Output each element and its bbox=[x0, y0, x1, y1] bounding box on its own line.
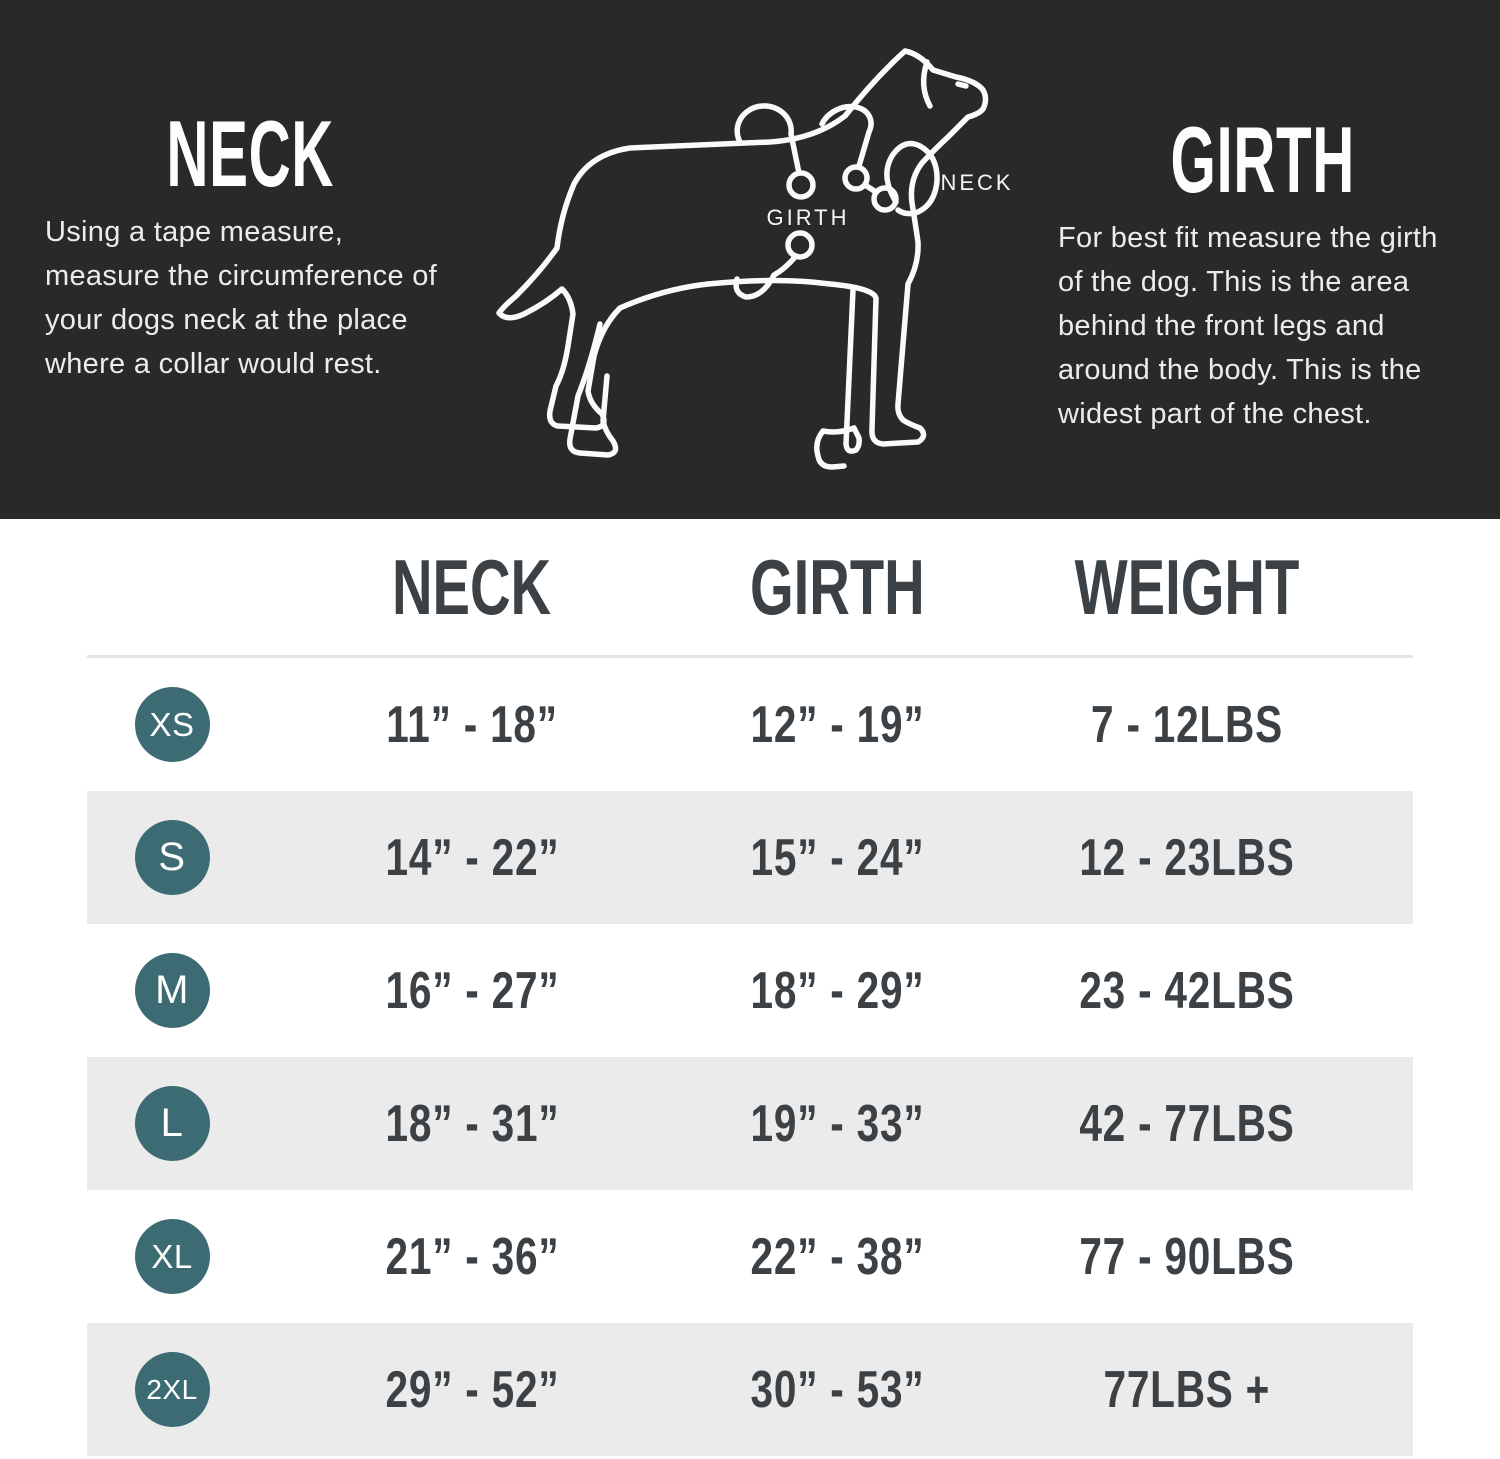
neck-section-description: Using a tape measure, measure the circum… bbox=[45, 216, 438, 380]
table-row: L 18” - 31” 19” - 33” 42 - 77LBS bbox=[87, 1057, 1413, 1190]
size-badge-cell: XS bbox=[87, 687, 257, 762]
diagram-neck-label: NECK bbox=[940, 170, 1013, 195]
girth-belly-loop bbox=[733, 253, 799, 300]
weight-cell: 23 - 42LBS bbox=[1079, 961, 1295, 1020]
size-badge-label: L bbox=[160, 1101, 184, 1145]
neck-section: NECK Using a tape measure, measure the c… bbox=[45, 101, 455, 386]
table-row: S 14” - 22” 15” - 24” 12 - 23LBS bbox=[87, 791, 1413, 924]
size-badge-cell: S bbox=[87, 820, 257, 895]
girth-column-header: GIRTH bbox=[749, 542, 925, 631]
size-badge: XL bbox=[134, 1219, 210, 1294]
header-divider bbox=[87, 655, 1413, 658]
diagram-girth-label: GIRTH bbox=[766, 205, 849, 230]
dog-far-rear-leg bbox=[566, 321, 619, 458]
weight-cell: 42 - 77LBS bbox=[1079, 1094, 1295, 1153]
neck-cell: 29” - 52” bbox=[385, 1360, 559, 1419]
neck-cell: 18” - 31” bbox=[385, 1094, 559, 1153]
dog-eye bbox=[955, 81, 969, 89]
size-badge-label: XL bbox=[151, 1237, 193, 1275]
size-badge-cell: 2XL bbox=[87, 1352, 257, 1427]
neck-ring-1 bbox=[842, 164, 870, 192]
table-row: M 16” - 27” 18” - 29” 23 - 42LBS bbox=[87, 924, 1413, 1057]
neck-section-title: NECK bbox=[166, 101, 334, 206]
size-table-body: XS 11” - 18” 12” - 19” 7 - 12LBS S 14” -… bbox=[87, 658, 1413, 1456]
girth-section-title: GIRTH bbox=[1170, 107, 1356, 212]
neck-cell: 16” - 27” bbox=[385, 961, 559, 1020]
neck-column-header: NECK bbox=[392, 542, 552, 631]
girth-strap-line bbox=[788, 131, 802, 176]
size-badge: S bbox=[134, 820, 210, 895]
girth-cell: 19” - 33” bbox=[750, 1094, 924, 1153]
neck-strap-top-loop bbox=[819, 103, 874, 135]
weight-cell: 7 - 12LBS bbox=[1091, 695, 1283, 754]
neck-cell: 21” - 36” bbox=[385, 1227, 559, 1286]
girth-bottom-ring bbox=[785, 230, 815, 260]
girth-section: GIRTH For best fit measure the girth of … bbox=[1058, 107, 1468, 436]
size-badge: XS bbox=[134, 687, 210, 762]
neck-collar-loop bbox=[884, 140, 940, 217]
neck-strap-line bbox=[856, 129, 872, 169]
neck-cell: 11” - 18” bbox=[386, 695, 558, 754]
girth-cell: 30” - 53” bbox=[750, 1360, 924, 1419]
dog-ear-line bbox=[920, 59, 933, 109]
dog-body-outline bbox=[496, 48, 989, 447]
weight-cell: 77LBS + bbox=[1103, 1360, 1271, 1419]
weight-column-header: WEIGHT bbox=[1074, 542, 1300, 631]
size-chart-table: NECK GIRTH WEIGHT XS 11” - 18” 12” - 19”… bbox=[87, 519, 1413, 1456]
girth-cell: 18” - 29” bbox=[750, 961, 924, 1020]
table-row: XL 21” - 36” 22” - 38” 77 - 90LBS bbox=[87, 1190, 1413, 1323]
girth-cell: 12” - 19” bbox=[750, 695, 924, 754]
size-chart-header-row: NECK GIRTH WEIGHT bbox=[87, 519, 1413, 655]
size-badge: 2XL bbox=[134, 1352, 210, 1427]
size-badge-cell: XL bbox=[87, 1219, 257, 1294]
girth-cell: 15” - 24” bbox=[750, 828, 924, 887]
dog-far-front-leg bbox=[814, 287, 862, 470]
girth-strap-top-loop bbox=[734, 103, 794, 145]
girth-top-ring bbox=[786, 170, 816, 200]
girth-cell: 22” - 38” bbox=[750, 1227, 924, 1286]
weight-cell: 12 - 23LBS bbox=[1079, 828, 1295, 887]
size-badge-label: S bbox=[158, 835, 186, 879]
size-badge-label: 2XL bbox=[146, 1373, 198, 1405]
neck-cell: 14” - 22” bbox=[385, 828, 559, 887]
size-badge-cell: L bbox=[87, 1086, 257, 1161]
girth-section-description: For best fit measure the girth of the do… bbox=[1058, 222, 1438, 430]
weight-cell: 77 - 90LBS bbox=[1079, 1227, 1295, 1286]
table-row: 2XL 29” - 52” 30” - 53” 77LBS + bbox=[87, 1323, 1413, 1456]
dog-outline-illustration: GIRTH NECK bbox=[496, 48, 1013, 470]
size-badge-label: XS bbox=[149, 705, 195, 743]
size-badge: M bbox=[134, 953, 210, 1028]
measuring-guide-header: NECK Using a tape measure, measure the c… bbox=[0, 0, 1500, 519]
dog-measurement-diagram: GIRTH NECK bbox=[478, 26, 1038, 476]
size-badge-label: M bbox=[155, 968, 189, 1012]
size-badge-cell: M bbox=[87, 953, 257, 1028]
table-row: XS 11” - 18” 12” - 19” 7 - 12LBS bbox=[87, 658, 1413, 791]
size-badge: L bbox=[134, 1086, 210, 1161]
